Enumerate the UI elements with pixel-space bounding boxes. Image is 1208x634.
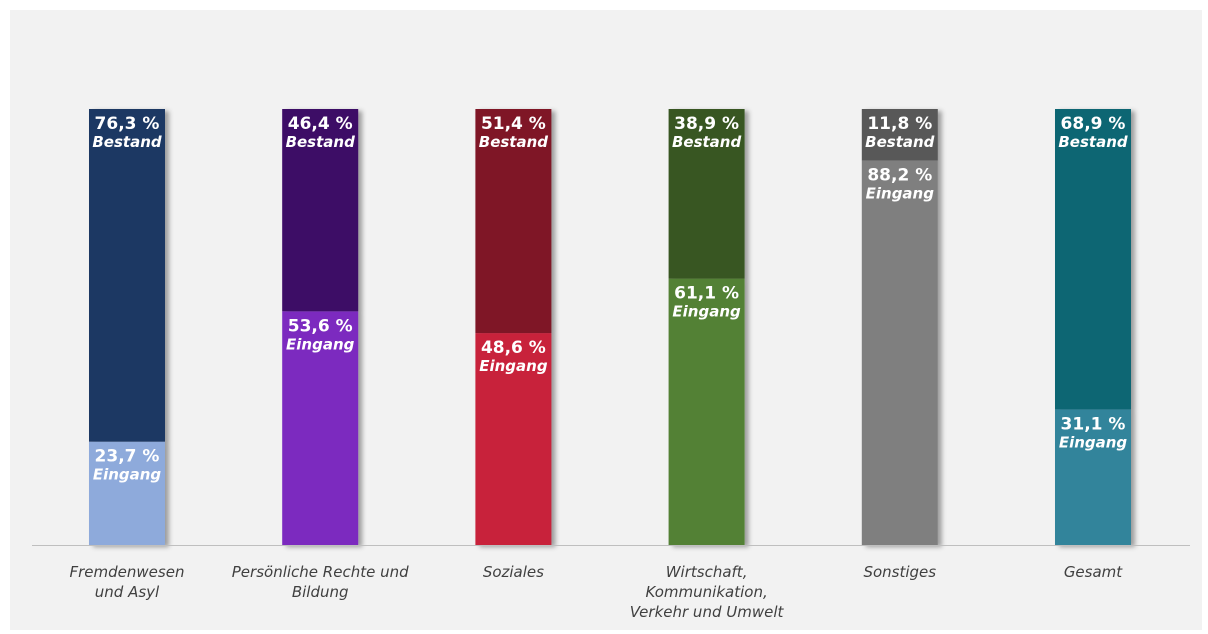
data-label: 61,1 %	[674, 284, 739, 304]
x-tick-label: Persönliche Rechte und	[232, 563, 409, 581]
data-label: 51,4 %	[481, 114, 546, 134]
bar-group	[1055, 109, 1131, 545]
bar-segment-eingang	[282, 311, 359, 545]
x-tick-label: Sonstiges	[863, 563, 936, 581]
segment-series-label: Eingang	[866, 184, 935, 202]
segment-series-label: Eingang	[286, 335, 355, 353]
data-label: 31,1 %	[1061, 414, 1126, 434]
segment-series-label: Bestand	[865, 133, 935, 151]
segment-series-label: Bestand	[479, 133, 549, 151]
x-tick-label: Wirtschaft,	[666, 563, 748, 581]
bar-segment-bestand	[668, 109, 745, 279]
data-label: 23,7 %	[95, 447, 160, 467]
bar-group	[475, 109, 552, 545]
segment-series-label: Eingang	[479, 357, 548, 375]
x-tick-label: Fremdenwesen	[70, 563, 185, 581]
bar-segment-bestand	[89, 109, 165, 442]
bar-segment-eingang	[1055, 409, 1131, 545]
bar-segment-bestand	[861, 109, 938, 161]
segment-series-label: Bestand	[1058, 133, 1128, 151]
bar-segment-eingang	[668, 278, 745, 545]
data-label: 68,9 %	[1061, 114, 1126, 134]
segment-series-label: Bestand	[286, 133, 356, 151]
x-tick-label: Kommunikation,	[645, 583, 767, 601]
data-label: 88,2 %	[867, 165, 932, 185]
data-label: 53,6 %	[288, 316, 353, 336]
segment-series-label: Eingang	[672, 303, 741, 321]
data-label: 76,3 %	[95, 114, 160, 134]
bar-group	[89, 109, 165, 545]
bar-group	[861, 109, 938, 545]
bar-segment-eingang	[475, 333, 552, 545]
bar-group	[282, 109, 359, 545]
x-tick-label: Verkehr und Umwelt	[630, 603, 785, 621]
x-tick-label: Soziales	[483, 563, 544, 581]
bar-segment-bestand	[475, 109, 552, 334]
data-label: 48,6 %	[481, 338, 546, 358]
data-label: 38,9 %	[674, 114, 739, 134]
bar-group	[668, 109, 745, 545]
chart-area: 23,7 % Eingang 76,3 % Bestand Fremdenwesen un…	[10, 10, 1202, 630]
data-label: 11,8 %	[867, 114, 932, 134]
x-tick-label: Gesamt	[1064, 563, 1123, 581]
data-label: 46,4 %	[288, 114, 353, 134]
bar-segment-eingang	[861, 160, 938, 545]
segment-series-label: Bestand	[92, 133, 162, 151]
segment-series-label: Eingang	[1059, 433, 1128, 451]
x-tick-label: und Asyl	[95, 583, 160, 601]
segment-series-label: Bestand	[672, 133, 742, 151]
bar-segment-eingang	[89, 441, 165, 545]
bar-segment-bestand	[1055, 109, 1131, 410]
segment-series-label: Eingang	[93, 466, 162, 484]
bar-segment-bestand	[282, 109, 359, 312]
x-tick-label: Bildung	[292, 583, 349, 601]
